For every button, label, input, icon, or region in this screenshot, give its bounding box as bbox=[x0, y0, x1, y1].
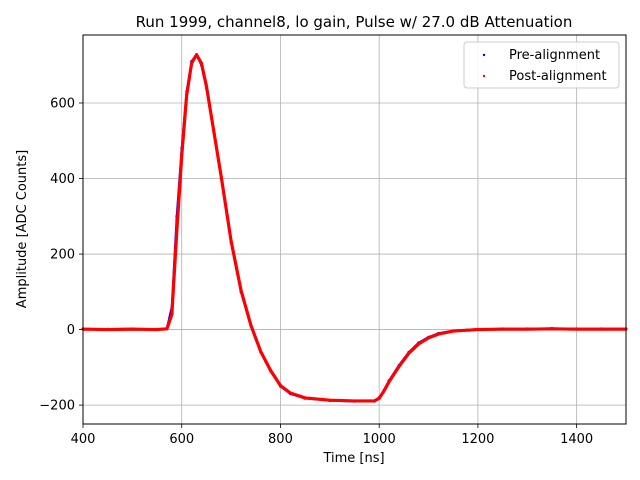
data-point-post-alignment bbox=[476, 328, 480, 331]
data-point-post-alignment bbox=[417, 342, 421, 346]
data-point-post-alignment bbox=[249, 323, 253, 327]
data-point-post-alignment bbox=[130, 327, 134, 331]
data-point-post-alignment bbox=[219, 175, 223, 179]
x-tick-label: 1000 bbox=[363, 432, 396, 447]
data-point-post-alignment bbox=[259, 350, 263, 353]
data-point-post-alignment bbox=[175, 229, 179, 233]
data-point-post-alignment bbox=[525, 327, 529, 331]
data-point-post-alignment bbox=[397, 365, 401, 368]
legend: Pre-alignment Post-alignment bbox=[463, 41, 620, 89]
y-tick-label: 600 bbox=[50, 96, 75, 111]
data-point-post-alignment bbox=[387, 380, 391, 384]
x-tick-label: 400 bbox=[71, 432, 96, 447]
data-point-post-alignment bbox=[229, 239, 233, 243]
series-post-alignment bbox=[81, 53, 628, 403]
data-point-post-alignment bbox=[353, 399, 356, 403]
data-point-post-alignment bbox=[328, 398, 332, 402]
data-point-post-alignment bbox=[106, 328, 110, 331]
data-point-post-alignment bbox=[372, 399, 376, 403]
data-point-post-alignment bbox=[303, 396, 307, 400]
y-axis-label: Amplitude [ADC Counts] bbox=[15, 150, 30, 308]
data-point-post-alignment bbox=[451, 329, 455, 333]
data-point-post-alignment bbox=[209, 114, 213, 118]
x-tick-label: 600 bbox=[169, 432, 194, 447]
data-point-post-alignment bbox=[279, 384, 282, 387]
data-point-post-alignment bbox=[239, 288, 243, 292]
x-axis-label: Time [ns] bbox=[322, 451, 384, 466]
data-point-post-alignment bbox=[190, 61, 194, 65]
x-tick-label: 1400 bbox=[560, 432, 593, 447]
data-point-post-alignment bbox=[185, 94, 189, 97]
data-point-post-alignment bbox=[180, 154, 184, 158]
data-point-post-alignment bbox=[165, 327, 169, 331]
data-point-post-alignment bbox=[269, 368, 272, 372]
data-point-post-alignment bbox=[170, 313, 174, 316]
data-point-post-alignment bbox=[501, 327, 504, 331]
data-point-post-alignment bbox=[599, 327, 603, 331]
series-trace-pre-alignment bbox=[82, 53, 626, 403]
series-pre-alignment bbox=[81, 53, 628, 403]
series-trace-post-alignment bbox=[82, 53, 626, 403]
data-point-post-alignment bbox=[195, 53, 198, 57]
legend-marker-pre-alignment bbox=[482, 53, 486, 57]
data-point-post-alignment bbox=[437, 332, 440, 336]
data-point-post-alignment bbox=[575, 327, 579, 331]
legend-box bbox=[463, 41, 620, 89]
data-point-post-alignment bbox=[377, 396, 381, 400]
chart-title: Run 1999, channel8, lo gain, Pulse w/ 27… bbox=[136, 13, 573, 31]
legend-marker-post-alignment bbox=[482, 74, 486, 78]
data-point-post-alignment bbox=[205, 84, 208, 88]
plot-area bbox=[81, 53, 628, 403]
axes-frame bbox=[82, 34, 627, 425]
y-tick-label: 0 bbox=[67, 323, 75, 338]
y-tick-label: 400 bbox=[50, 172, 75, 187]
x-tick-label: 800 bbox=[268, 432, 293, 447]
data-point-post-alignment bbox=[407, 351, 411, 355]
y-tick-label: −200 bbox=[39, 399, 75, 414]
data-point-post-alignment bbox=[200, 61, 203, 65]
y-tick-label: 200 bbox=[50, 248, 75, 263]
grid bbox=[82, 35, 626, 424]
data-point-post-alignment bbox=[288, 391, 292, 395]
x-tick-label: 1200 bbox=[461, 432, 494, 447]
data-point-post-alignment bbox=[550, 327, 554, 331]
legend-label-post-alignment: Post-alignment bbox=[509, 69, 607, 84]
data-point-post-alignment bbox=[427, 336, 430, 340]
legend-label-pre-alignment: Pre-alignment bbox=[509, 48, 600, 63]
data-point-post-alignment bbox=[155, 328, 159, 331]
data-point-post-alignment bbox=[382, 389, 386, 393]
axis-ticks: 400 600 800 1000 1200 1400 −200 0 200 400 600 bbox=[39, 96, 593, 447]
